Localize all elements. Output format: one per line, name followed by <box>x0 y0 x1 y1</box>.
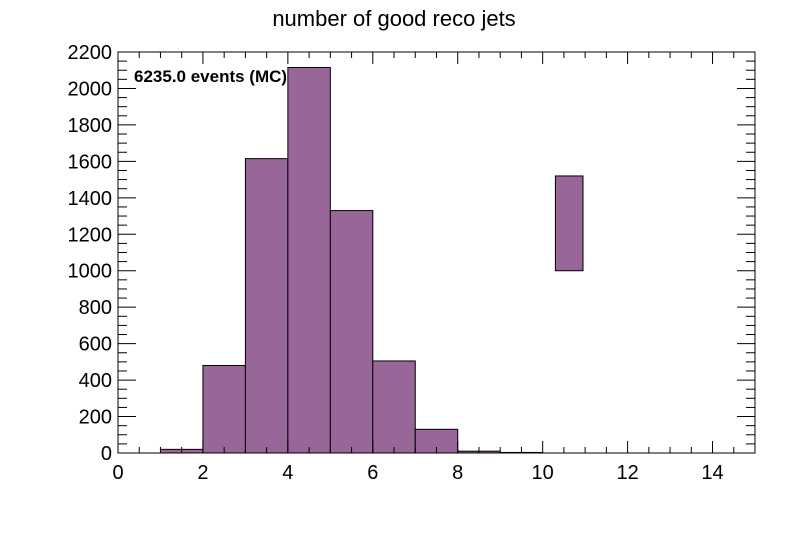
y-tick-label: 1400 <box>68 188 113 210</box>
bars-layer <box>159 66 544 454</box>
y-tick-label: 2000 <box>68 78 113 100</box>
histogram-bar-3 <box>287 66 331 454</box>
y-tick-label: 2200 <box>68 42 113 64</box>
x-tick-label: 8 <box>452 462 463 484</box>
x-tick-label: 14 <box>701 462 723 484</box>
histogram-bar-5 <box>372 360 416 454</box>
x-tick-label: 0 <box>112 462 123 484</box>
y-tick-label: 0 <box>101 443 112 465</box>
histogram-bar-4 <box>329 210 374 454</box>
y-tick-label: 1600 <box>68 151 113 173</box>
ticks-layer <box>117 51 756 454</box>
histogram-bar-1 <box>202 365 246 454</box>
chart-title: number of good reco jets <box>272 6 515 31</box>
y-tick-label: 200 <box>79 407 112 429</box>
histogram-bar-2 <box>244 158 289 454</box>
x-tick-label: 12 <box>616 462 638 484</box>
y-tick-label: 800 <box>79 297 112 319</box>
x-tick-label: 10 <box>532 462 554 484</box>
y-tick-label: 1200 <box>68 224 113 246</box>
floating-box-layer <box>554 175 584 272</box>
y-tick-label: 1000 <box>68 261 113 283</box>
y-tick-label: 400 <box>79 370 112 392</box>
x-tick-label: 6 <box>367 462 378 484</box>
y-tick-label: 1800 <box>68 115 113 137</box>
events-annotation: 6235.0 events (MC) <box>134 67 287 86</box>
floating-box <box>554 175 584 272</box>
y-tick-label: 600 <box>79 334 112 356</box>
tick-labels-layer: 0 2 4 6 8 10 12 14 0 200 400 600 800 1000 1200 1400 1600… <box>68 42 724 484</box>
x-tick-label: 2 <box>197 462 208 484</box>
x-tick-label: 4 <box>282 462 293 484</box>
